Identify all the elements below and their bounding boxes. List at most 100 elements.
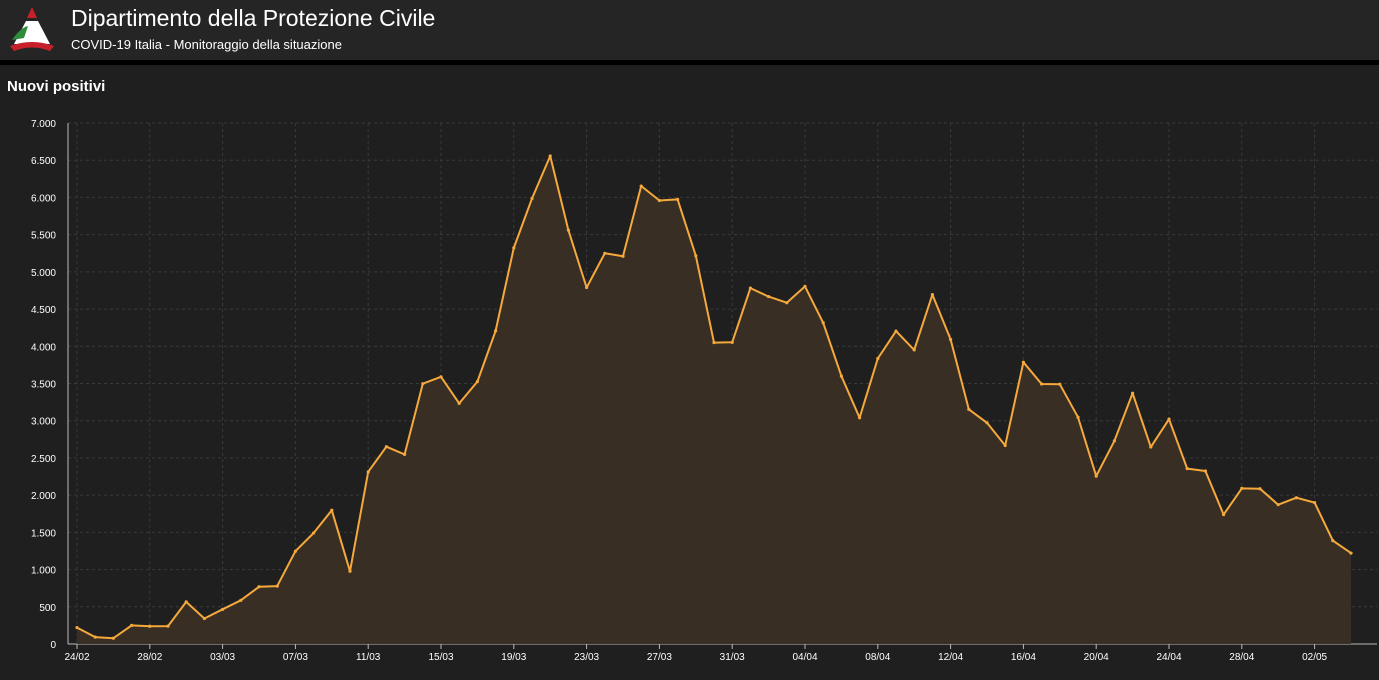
data-point[interactable] [184,600,188,604]
data-point[interactable] [1276,503,1280,507]
data-point[interactable] [130,623,134,627]
data-point[interactable] [530,196,534,201]
data-point[interactable] [475,379,479,384]
data-point[interactable] [1076,415,1080,419]
data-point[interactable] [548,154,552,158]
y-tick-label: 6.500 [31,156,56,167]
data-point[interactable] [1185,466,1189,471]
data-point[interactable] [1131,391,1135,395]
data-point[interactable] [1258,487,1262,491]
data-point[interactable] [1149,445,1153,449]
data-point[interactable] [148,624,152,628]
data-point[interactable] [566,228,571,232]
x-tick-label: 27/03 [647,652,672,663]
data-point[interactable] [985,421,989,425]
data-point[interactable] [1094,474,1098,478]
data-point[interactable] [111,636,115,640]
data-point[interactable] [494,329,498,333]
data-point[interactable] [967,407,971,411]
data-point[interactable] [821,321,825,325]
data-point[interactable] [330,508,334,512]
logo-green-mark [12,26,28,40]
x-tick-label: 12/04 [938,652,963,663]
data-point[interactable] [712,340,716,345]
data-point[interactable] [1222,512,1226,517]
data-point[interactable] [403,452,407,457]
data-point[interactable] [803,284,807,288]
data-point[interactable] [1331,539,1335,543]
data-point[interactable] [1313,500,1317,505]
chart-panel: 0 500 1.000 1.500 2.000 2.500 3.000 3.500 4.000 4… [0,68,1379,680]
data-point[interactable] [366,470,370,474]
x-tick-label: 04/04 [792,652,817,663]
x-tick-label: 24/04 [1156,652,1181,663]
data-point[interactable] [348,569,352,573]
data-point[interactable] [894,329,898,333]
x-tick-label: 31/03 [720,652,745,663]
data-point[interactable] [639,184,643,188]
data-point[interactable] [949,337,953,342]
y-tick-label: 7.000 [31,119,56,130]
data-point[interactable] [657,198,662,203]
data-point[interactable] [384,445,388,449]
data-point[interactable] [603,251,607,255]
data-point[interactable] [748,286,753,290]
x-tick-label: 28/04 [1229,652,1254,663]
y-tick-label: 2.000 [31,491,56,502]
x-tick-label: 20/04 [1084,652,1109,663]
data-point[interactable] [694,254,698,258]
series-area [77,156,1351,644]
data-point[interactable] [202,616,206,621]
data-point[interactable] [1203,469,1207,473]
data-point[interactable] [912,348,916,352]
data-point[interactable] [676,197,680,201]
data-point[interactable] [1240,486,1244,490]
data-point[interactable] [75,625,79,630]
x-tick-label: 08/04 [865,652,890,663]
data-point[interactable] [1294,496,1298,500]
data-point[interactable] [221,607,225,611]
data-point[interactable] [312,531,316,535]
data-point[interactable] [785,301,789,305]
data-point[interactable] [166,624,170,628]
data-point[interactable] [293,549,297,553]
data-point[interactable] [876,356,880,361]
data-point[interactable] [585,285,589,290]
y-tick-label: 5.500 [31,231,56,242]
data-point[interactable] [1021,360,1025,364]
data-point[interactable] [457,401,461,405]
x-tick-label: 03/03 [210,652,235,663]
app-subtitle: COVID-19 Italia - Monitoraggio della sit… [71,37,342,52]
y-tick-label: 2.500 [31,454,56,465]
y-tick-label: 6.000 [31,193,56,204]
data-point[interactable] [621,254,625,258]
data-point[interactable] [1058,382,1062,386]
x-tick-label: 23/03 [574,652,599,663]
data-point[interactable] [730,340,734,344]
data-point[interactable] [421,382,425,386]
y-tick-label: 3.500 [31,380,56,391]
data-point[interactable] [275,584,279,588]
data-point[interactable] [1003,443,1007,448]
data-point[interactable] [767,294,771,299]
x-tick-label: 28/02 [137,652,162,663]
data-point[interactable] [858,416,862,420]
new-positives-chart[interactable]: 0 500 1.000 1.500 2.000 2.500 3.000 3.500 4.000 4… [0,68,1379,680]
logo-white-mark [14,21,50,44]
data-point[interactable] [239,598,243,602]
data-point[interactable] [1167,417,1171,421]
data-point[interactable] [839,374,844,378]
data-point[interactable] [439,375,443,379]
data-point[interactable] [930,293,935,297]
x-tick-label: 24/02 [64,652,89,663]
data-point[interactable] [512,246,516,250]
app-title: Dipartimento della Protezione Civile [71,5,436,31]
x-tick-label: 16/04 [1011,652,1036,663]
x-tick-label: 15/03 [428,652,453,663]
data-point[interactable] [1349,551,1353,555]
data-point[interactable] [93,635,97,639]
data-point[interactable] [1112,439,1116,443]
data-point[interactable] [1040,382,1044,386]
data-point[interactable] [257,585,261,589]
chart-title: Nuovi positivi [7,78,106,95]
